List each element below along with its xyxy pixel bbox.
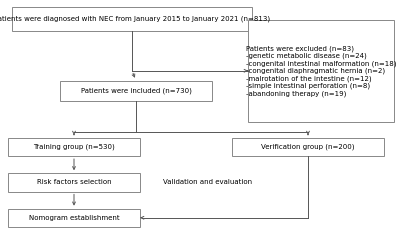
FancyBboxPatch shape	[8, 138, 140, 156]
Text: Patients were excluded (n=83)
-genetic metabolic disease (n=24)
-congenital inte: Patients were excluded (n=83) -genetic m…	[246, 45, 396, 97]
FancyBboxPatch shape	[248, 20, 394, 122]
Text: Patients were included (n=730): Patients were included (n=730)	[80, 88, 192, 94]
Text: Training group (n=530): Training group (n=530)	[33, 144, 115, 150]
FancyBboxPatch shape	[8, 209, 140, 227]
Text: Nomogram establishment: Nomogram establishment	[29, 215, 119, 221]
Text: Patients were diagnosed with NEC from January 2015 to January 2021 (n=813): Patients were diagnosed with NEC from Ja…	[0, 16, 270, 22]
FancyBboxPatch shape	[8, 173, 140, 192]
FancyBboxPatch shape	[60, 81, 212, 101]
Text: Validation and evaluation: Validation and evaluation	[164, 179, 252, 185]
FancyBboxPatch shape	[12, 7, 252, 30]
Text: Verification group (n=200): Verification group (n=200)	[261, 144, 355, 150]
FancyBboxPatch shape	[232, 138, 384, 156]
Text: Risk factors selection: Risk factors selection	[37, 179, 111, 185]
